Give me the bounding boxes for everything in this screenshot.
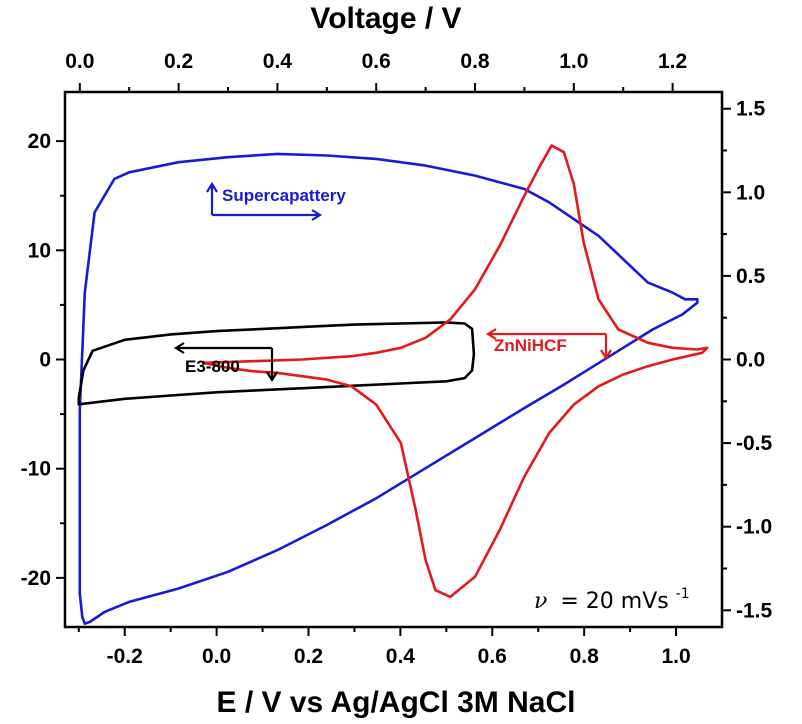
supercapattery-arrow-icon: [206, 181, 323, 221]
series-line-2: [202, 144, 709, 599]
series-line-0: [78, 152, 699, 625]
scan-rate-symbol: ν: [534, 589, 547, 614]
annotation-znnihcf: ZnNiHCF: [485, 328, 612, 361]
x-tick-label-2: 0.2: [294, 645, 323, 668]
y-tick-label-0: -20: [21, 567, 51, 590]
y2-tick-label-2: -0.5: [736, 432, 773, 455]
plot-area: -0.2 0.0 0.2 0.4 0.6 0.8 1.0 0.0 0.2 0.4 0.6 0.8 1.0…: [21, 50, 773, 668]
x-tick-label-1: 0.0: [202, 645, 231, 668]
x2-tick-label-5: 1.0: [559, 50, 588, 73]
supercapattery-label: Supercapattery: [222, 186, 346, 205]
annotation-e3-800: E3-800: [173, 342, 278, 383]
y2-tick-label-1: -1.0: [736, 516, 772, 539]
plot-frame: [63, 90, 724, 629]
y2-tick-label-4: 0.5: [736, 265, 766, 288]
znnihcf-arrow-icon: [485, 328, 612, 361]
znnihcf-label: ZnNiHCF: [494, 336, 567, 355]
x2-tick-label-1: 0.2: [164, 50, 193, 73]
x2-tick-label-3: 0.6: [362, 50, 391, 73]
x2-tick-label-2: 0.4: [263, 50, 293, 73]
y2-tick-label-3: 0.0: [736, 349, 765, 372]
x-axis-title: E / V vs Ag/AgCl 3M NaCl: [217, 686, 576, 719]
series-line-1: [77, 321, 476, 406]
x-tick-label-3: 0.4: [386, 645, 416, 668]
x2-tick-label-0: 0.0: [65, 50, 94, 73]
x2-tick-label-6: 1.2: [658, 50, 687, 73]
y2-tick-label-5: 1.0: [736, 181, 765, 204]
series-layer: [77, 144, 709, 625]
e3-800-label: E3-800: [185, 357, 240, 376]
scan-rate-label: ν = 20 mVs -1: [534, 586, 690, 614]
x-tick-label-6: 1.0: [661, 645, 690, 668]
y-tick-label-3: 10: [28, 239, 51, 262]
x2-tick-label-4: 0.8: [460, 50, 490, 73]
annotation-supercapattery: Supercapattery: [206, 181, 346, 221]
y-tick-label-1: -10: [21, 458, 51, 481]
scan-rate-value: = 20 mVs: [560, 589, 668, 614]
x-tick-label-4: 0.6: [478, 645, 507, 668]
x-tick-label-0: -0.2: [107, 645, 143, 668]
x2-axis-title: Voltage / V: [310, 2, 461, 35]
y2-tick-label-0: -1.5: [736, 599, 773, 622]
y-tick-label-4: 20: [28, 130, 51, 153]
y2-tick-label-6: 1.5: [736, 98, 766, 121]
y-tick-label-2: 0: [39, 349, 51, 372]
scan-rate-superscript: -1: [676, 586, 690, 602]
x-tick-label-5: 0.8: [570, 645, 600, 668]
e3-800-arrow-icon: [173, 342, 278, 383]
